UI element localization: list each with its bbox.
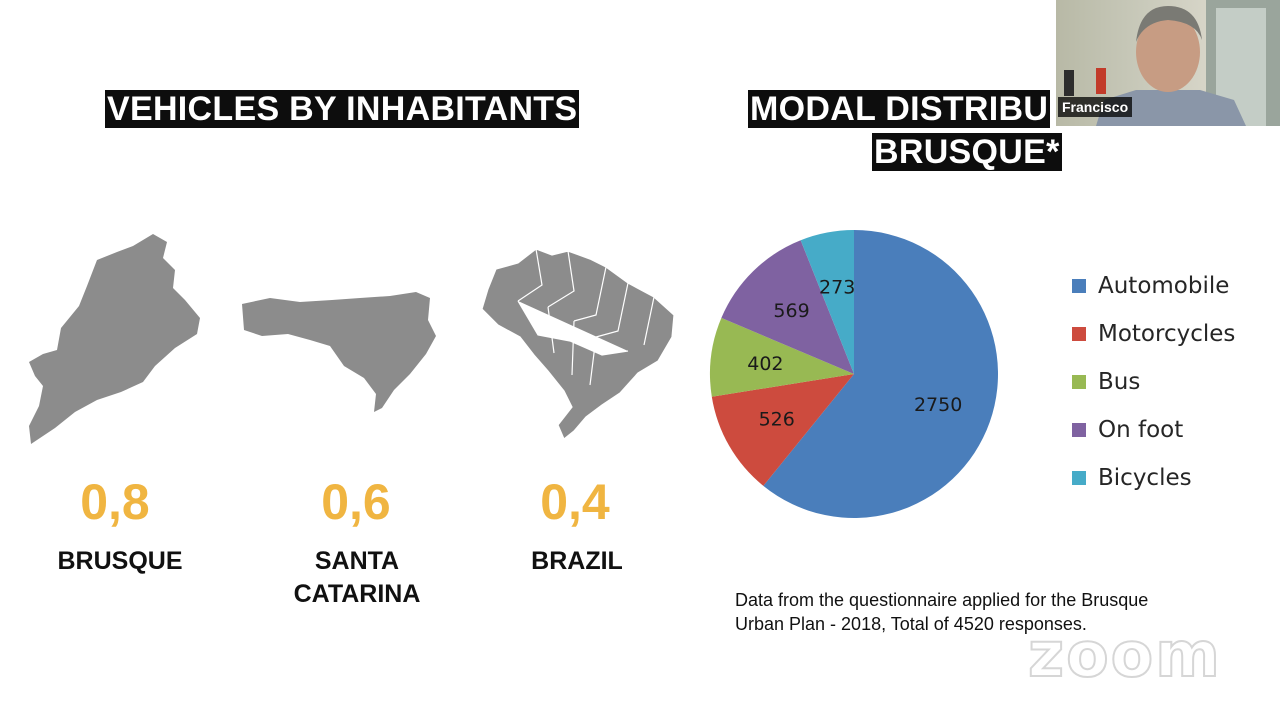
legend-item-bicycles: Bicycles — [1072, 454, 1235, 502]
brazil-map — [481, 248, 675, 440]
ratio-brazil: 0,4 — [540, 474, 610, 530]
legend-swatch — [1072, 471, 1086, 485]
modal-title-line2: BRUSQUE* — [872, 133, 1062, 171]
legend-label: Automobile — [1098, 273, 1230, 299]
legend-swatch — [1072, 279, 1086, 293]
note-line-2: Urban Plan - 2018, Total of 4520 respons… — [735, 614, 1087, 634]
brusque-map — [29, 234, 200, 444]
legend-swatch — [1072, 327, 1086, 341]
zoom-watermark: zoom — [1027, 617, 1222, 692]
legend-item-on-foot: On foot — [1072, 406, 1235, 454]
santa-catarina-map — [242, 292, 436, 412]
legend-item-automobile: Automobile — [1072, 262, 1235, 310]
note-line-1: Data from the questionnaire applied for … — [735, 590, 1149, 610]
legend-item-bus: Bus — [1072, 358, 1235, 406]
legend-label: Bus — [1098, 369, 1141, 395]
pie-slice-bicycles — [800, 230, 854, 374]
name-brusque: BRUSQUE — [57, 547, 183, 575]
pie-slice-on-foot — [721, 240, 854, 374]
data-source-note: Data from the questionnaire applied for … — [735, 588, 1255, 636]
pie-label-motorcycles: 526 — [759, 409, 795, 431]
chart-legend: Automobile Motorcycles Bus On foot Bicycles — [1072, 262, 1235, 502]
pie-label-automobile: 2750 — [914, 394, 962, 416]
name-brazil: BRAZIL — [531, 547, 623, 575]
modal-title-line1: MODAL DISTRIBU — [748, 90, 1051, 128]
name-santa-catarina-line2: CATARINA — [293, 580, 421, 608]
legend-swatch — [1072, 423, 1086, 437]
legend-label: Bicycles — [1098, 465, 1192, 491]
vehicles-title: VEHICLES BY INHABITANTS — [105, 90, 580, 128]
webcam-video[interactable]: Francisco — [1056, 0, 1280, 126]
pie-slice-motorcycles — [711, 374, 854, 486]
legend-label: Motorcycles — [1098, 321, 1236, 347]
legend-item-motorcycles: Motorcycles — [1072, 310, 1235, 358]
name-santa-catarina-line1: SANTA — [314, 547, 400, 575]
pie-label-on-foot: 569 — [773, 300, 809, 322]
pie-label-bicycles: 273 — [819, 276, 855, 298]
legend-swatch — [1072, 375, 1086, 389]
participant-name-label: Francisco — [1058, 97, 1133, 117]
pie-label-bus: 402 — [747, 353, 783, 375]
modal-pie-chart: 2750 526 402 569 273 — [710, 230, 998, 518]
participant-silhouette — [1064, 0, 1280, 126]
pie-slice-automobile — [763, 230, 998, 518]
legend-label: On foot — [1098, 417, 1184, 443]
ratio-santa-catarina: 0,6 — [321, 474, 391, 530]
pie-slice-bus — [710, 317, 854, 397]
ratio-brusque: 0,8 — [80, 474, 150, 530]
